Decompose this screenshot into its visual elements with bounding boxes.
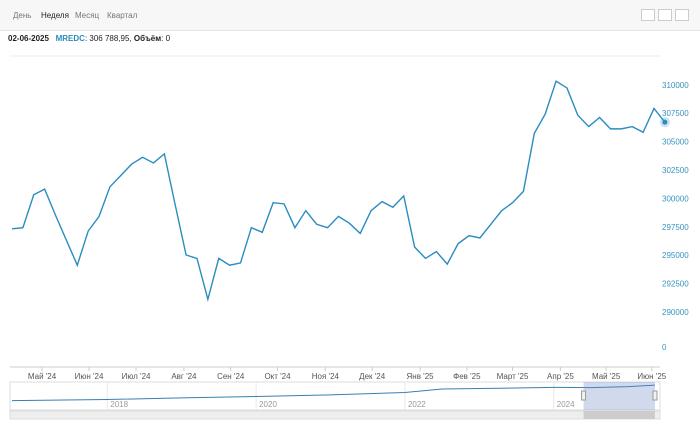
- y-tick-label: 305000: [662, 138, 689, 147]
- navigator-handle: [581, 390, 587, 401]
- date: 02-06-2025: [8, 34, 49, 43]
- candle-mode-button[interactable]: [658, 9, 672, 21]
- y-tick-label: 300000: [662, 194, 689, 203]
- x-tick-label: Сен '24: [217, 372, 245, 381]
- y-tick-label: 310000: [662, 81, 689, 90]
- x-tick-label: Апр '25: [547, 372, 574, 381]
- y-tick-label: 297500: [662, 223, 689, 232]
- last-point: [662, 119, 668, 125]
- navigator-label: 2024: [557, 400, 575, 409]
- x-tick-label: Авг '24: [171, 372, 197, 381]
- x-tick-label: Май '25: [592, 372, 621, 381]
- y-tick-label: 307500: [662, 109, 689, 118]
- bar-mode-button[interactable]: [675, 9, 689, 21]
- scrollbar: [9, 410, 661, 420]
- readout: 02-06-2025 MREDC306 788,95, Объём0: [8, 34, 170, 43]
- x-tick-label: Дек '24: [359, 372, 386, 381]
- price-line: [11, 80, 666, 303]
- x-tick-label: Июл '24: [122, 372, 151, 381]
- tab[interactable]: Квартал: [107, 11, 138, 20]
- volume-tick-label: 0: [662, 343, 667, 352]
- volume: 0: [161, 34, 170, 43]
- y-tick-label: 302500: [662, 166, 689, 175]
- navigator-label: 2022: [408, 400, 426, 409]
- navigator-label: 2020: [259, 400, 277, 409]
- x-tick-label: Фев '25: [453, 372, 481, 381]
- x-tick-label: Июн '25: [637, 372, 666, 381]
- x-tick-label: Июн '24: [75, 372, 104, 381]
- line-mode-button[interactable]: [641, 9, 655, 21]
- y-tick-label: 295000: [662, 251, 689, 260]
- toolbar: День Неделя Месяц Квартал: [0, 0, 700, 31]
- x-tick-label: Окт '24: [264, 372, 291, 381]
- scrollbar-thumb: [583, 411, 655, 419]
- value: 306 788,95: [85, 34, 130, 43]
- tab[interactable]: Месяц: [75, 11, 100, 20]
- x-tick-label: Март '25: [497, 372, 529, 381]
- y-tick-label: 292500: [662, 280, 689, 289]
- navigator-bg: [9, 381, 661, 411]
- navigator-handle: [652, 390, 658, 401]
- tab[interactable]: Неделя: [41, 11, 69, 20]
- volume-name: Объём: [133, 34, 162, 43]
- ticker: MREDC: [55, 34, 85, 43]
- tab[interactable]: День: [13, 11, 32, 20]
- x-tick-label: Янв '25: [407, 372, 435, 381]
- x-tick-label: Ноя '24: [312, 372, 340, 381]
- navigator-selection: [583, 382, 655, 410]
- x-tick-label: Май '24: [28, 372, 57, 381]
- navigator-label: 2018: [110, 400, 128, 409]
- navigator-line: [11, 384, 656, 402]
- y-tick-label: 290000: [662, 308, 689, 317]
